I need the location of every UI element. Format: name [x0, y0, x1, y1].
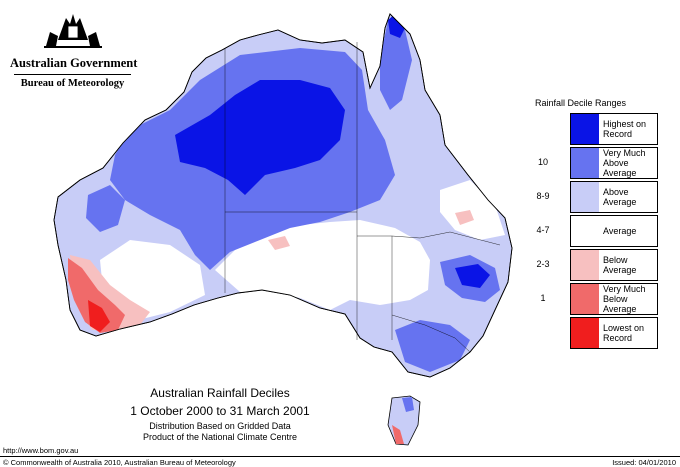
legend-label: Above Average — [603, 187, 637, 207]
legend-label: Highest on Record — [603, 119, 647, 139]
legend-code: 2-3 — [536, 259, 550, 269]
region-very-much-above-west — [86, 185, 125, 232]
legend-label: Very Much Above Average — [603, 148, 646, 178]
region-average-east — [440, 180, 505, 240]
copyright-notice: © Commonwealth of Australia 2010, Austra… — [3, 458, 236, 467]
government-name: Australian Government — [10, 56, 138, 70]
legend-title: Rainfall Decile Ranges — [535, 98, 627, 108]
legend-label: Lowest on Record — [603, 323, 645, 343]
region-very-much-above-vic — [395, 320, 470, 372]
region-below-central-spot — [268, 236, 290, 250]
legend-entry: Very Much Below Average — [570, 283, 658, 315]
region-highest-cape-tip — [388, 14, 405, 38]
legend-label: Very Much Below Average — [603, 284, 646, 314]
tasmania-blue — [402, 397, 414, 412]
caption: Australian Rainfall Deciles 1 October 20… — [110, 386, 330, 443]
legend-label: Average — [603, 226, 637, 236]
legend-code: 10 — [537, 157, 548, 167]
legend-entry: Average — [570, 215, 658, 247]
state-borders — [224, 42, 501, 353]
issued-date: Issued: 04/01/2010 — [612, 458, 676, 467]
legend-code: 8-9 — [536, 191, 550, 201]
coat-of-arms-icon — [43, 14, 102, 48]
tasmania-red — [392, 425, 404, 444]
bureau-name: Bureau of Meteorology — [20, 78, 125, 89]
region-below-east-spot — [455, 210, 474, 225]
legend-code: 1 — [540, 293, 546, 303]
logo-divider — [14, 74, 131, 75]
legend-entry: Below Average — [570, 249, 658, 281]
legend-entry: Above Average — [570, 181, 658, 213]
legend-label: Below Average — [603, 255, 637, 275]
caption-title: Australian Rainfall Deciles — [150, 386, 290, 400]
caption-line1: Distribution Based on Gridded Data — [149, 421, 291, 431]
region-lowest-southwest — [88, 300, 110, 332]
caption-line2: Product of the National Climate Centre — [142, 432, 298, 442]
legend-entry: Highest on Record — [570, 113, 658, 145]
region-very-much-below-southwest — [68, 258, 125, 333]
region-highest-north — [175, 80, 345, 195]
website-link[interactable]: http://www.bom.gov.au — [3, 446, 79, 455]
government-logo: Australian Government Bureau of Meteorol… — [10, 10, 138, 89]
legend-code: 4-7 — [536, 225, 550, 235]
region-very-much-above-cape — [380, 20, 412, 110]
legend-entry: Lowest on Record — [570, 317, 658, 349]
footer-divider — [0, 456, 680, 457]
legend-entry: Very Much Above Average — [570, 147, 658, 179]
caption-dates: 1 October 2000 to 31 March 2001 — [130, 404, 310, 418]
region-highest-nsw — [455, 264, 490, 288]
region-average-central — [215, 220, 430, 310]
